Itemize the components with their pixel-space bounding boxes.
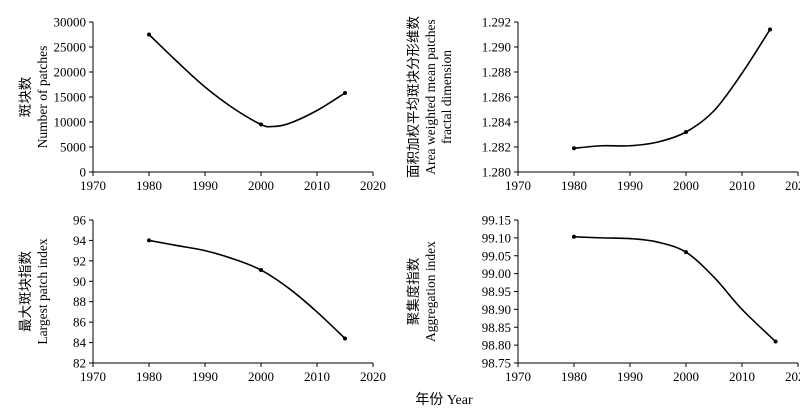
y-tick-label: 30000: [54, 15, 87, 30]
y-axis-label-cn: 聚集度指数: [406, 257, 421, 325]
y-tick-label: 92: [73, 253, 86, 268]
y-tick-label: 15000: [54, 90, 87, 105]
x-tick-label: 2010: [729, 178, 755, 193]
y-axis-label-cn: 最大斑块指数: [18, 251, 33, 332]
data-point: [684, 250, 688, 255]
x-tick-label: 2020: [785, 178, 800, 193]
x-tick-label: 1980: [136, 369, 162, 384]
y-tick-label: 1.282: [482, 140, 511, 155]
chart-panel-2: 1.280 1.282 1.284 1.286 1.288 1.290 1.292 1970 1…: [405, 15, 800, 194]
x-tick-label: 2000: [673, 369, 699, 384]
y-tick-label: 88: [73, 294, 86, 309]
y-axis-label-en: Area weighted mean patchesfractal dimens…: [423, 19, 454, 175]
x-tick-label: 2000: [673, 178, 699, 193]
y-tick-label: 99.15: [482, 213, 511, 228]
y-tick-label: 99.00: [482, 266, 511, 281]
y-axis-label-cn: 面积加权平均斑块分形维数: [405, 16, 421, 178]
y-tick-label: 10000: [54, 115, 87, 130]
data-point: [343, 336, 347, 341]
x-tick-label: 2000: [248, 178, 274, 193]
data-point: [684, 130, 688, 134]
chart-panel-1: 0 5000 10000 15000 20000 25000 30000 1970 1980 19…: [18, 15, 386, 194]
data-point: [773, 339, 778, 344]
x-tick-label: 1970: [505, 369, 531, 384]
y-tick-label: 5000: [60, 140, 86, 155]
x-tick-label: 2020: [785, 369, 800, 384]
y-tick-label: 98.90: [482, 302, 511, 317]
y-tick-label: 1.286: [482, 90, 512, 105]
chart-panel-3: 82 84 86 88 90 92 94 96 1970 1980 1990 2000 2010 2020…: [18, 213, 386, 385]
data-point: [147, 238, 151, 243]
x-tick-label: 2020: [360, 178, 386, 193]
x-tick-label: 1970: [80, 369, 106, 384]
x-tick-label: 2010: [304, 369, 330, 384]
y-tick-label: 98.80: [482, 338, 511, 353]
data-point: [572, 234, 576, 239]
data-point: [343, 91, 347, 95]
y-tick-label: 1.280: [482, 165, 511, 180]
x-tick-label: 1970: [505, 178, 531, 193]
x-tick-label: 2010: [304, 178, 330, 193]
chart-panel-4: 98.75 98.80 98.85 98.90 98.95 99.00 99.05 99.10…: [406, 213, 800, 385]
y-tick-label: 99.10: [482, 230, 511, 245]
y-tick-label: 96: [73, 213, 87, 228]
y-tick-label: 98.85: [482, 320, 511, 335]
series-line: [148, 239, 346, 340]
data-point: [259, 268, 263, 273]
y-axis-label-en-line-1: Area weighted mean patches: [423, 19, 438, 175]
series-line: [148, 33, 346, 128]
data-point: [259, 122, 263, 127]
y-axis-label-en-line-2: fractal dimension: [439, 50, 454, 144]
y-tick-label: 84: [73, 335, 87, 350]
series-line: [573, 29, 771, 150]
x-tick-label: 1970: [80, 178, 106, 193]
series-line: [573, 236, 777, 343]
y-axis-label-en: Aggregation index: [423, 241, 438, 342]
x-tick-label: 1990: [617, 369, 643, 384]
y-tick-label: 82: [73, 356, 86, 371]
y-tick-label: 86: [73, 315, 87, 330]
x-tick-label: 1990: [192, 369, 218, 384]
x-tick-label: 2020: [360, 369, 386, 384]
x-tick-label: 1990: [192, 178, 218, 193]
data-point: [147, 32, 151, 37]
x-tick-label: 1990: [617, 178, 643, 193]
y-axis-label-en: Largest patch index: [35, 238, 50, 344]
x-tick-label: 2000: [248, 369, 274, 384]
x-axis-caption: 年份 Year: [415, 392, 473, 408]
y-tick-label: 0: [80, 165, 87, 180]
y-tick-label: 90: [73, 274, 86, 289]
y-tick-label: 1.290: [482, 40, 511, 55]
y-tick-label: 1.288: [482, 65, 511, 80]
y-axis-label-en: Number of patches: [35, 46, 50, 149]
y-tick-label: 94: [73, 233, 87, 248]
y-tick-label: 1.284: [482, 115, 512, 130]
y-tick-label: 25000: [54, 40, 87, 55]
x-tick-label: 1980: [561, 369, 587, 384]
y-tick-label: 98.75: [482, 356, 511, 371]
y-tick-label: 99.05: [482, 248, 511, 263]
y-axis-label-cn: 斑块数: [18, 76, 33, 117]
x-tick-label: 2010: [729, 369, 755, 384]
y-tick-label: 1.292: [482, 15, 511, 30]
x-tick-label: 1980: [136, 178, 162, 193]
data-point: [572, 146, 576, 151]
y-tick-label: 20000: [54, 65, 87, 80]
x-tick-label: 1980: [561, 178, 587, 193]
data-point: [768, 27, 772, 32]
y-tick-label: 98.95: [482, 284, 511, 299]
